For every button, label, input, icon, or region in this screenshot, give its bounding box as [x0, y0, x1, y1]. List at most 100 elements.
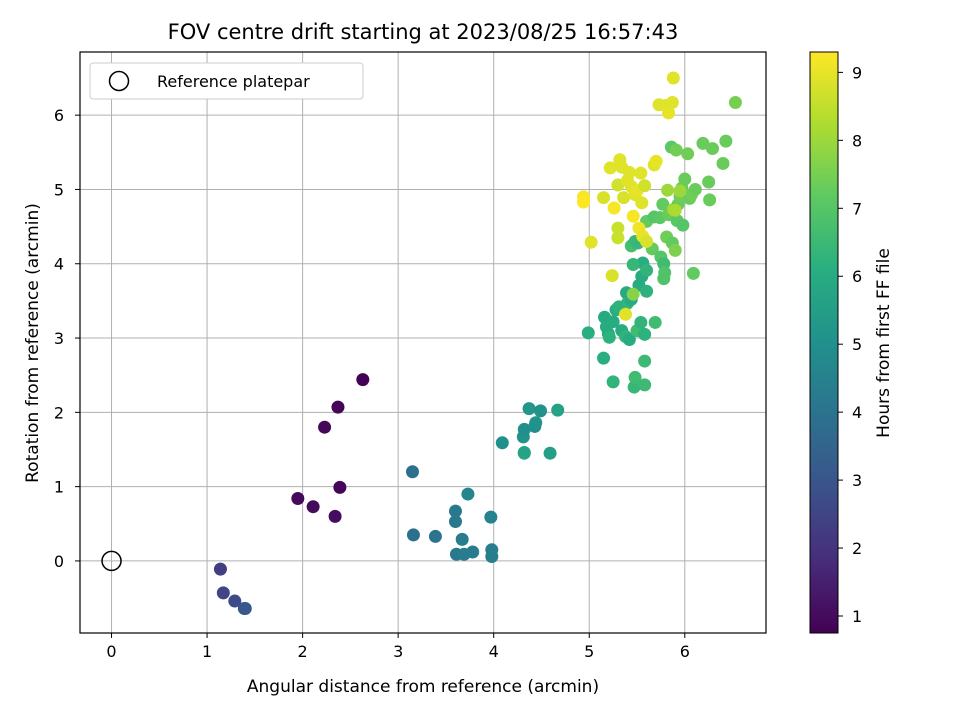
colorbar-tick-label: 3	[852, 471, 862, 490]
colorbar-ticks: 1 2 3 4 5 6 7 8 9	[838, 63, 862, 626]
data-point	[728, 96, 742, 110]
colorbar-tick-label: 8	[852, 131, 862, 150]
colorbar: 1 2 3 4 5 6 7 8 9 Hours from first FF file	[809, 51, 894, 634]
colorbar-tick-label: 4	[852, 403, 862, 422]
y-tick-label: 0	[54, 552, 64, 571]
reference-platepar-marker	[101, 550, 122, 572]
data-point	[495, 436, 509, 450]
colorbar-gradient	[809, 51, 839, 634]
data-point	[529, 416, 543, 430]
data-point	[649, 154, 663, 168]
y-tick-label: 4	[54, 255, 64, 274]
data-point	[517, 446, 531, 460]
data-point	[461, 487, 475, 501]
data-point	[669, 143, 683, 157]
data-point	[716, 156, 730, 170]
data-point	[406, 528, 420, 542]
x-tick-label: 6	[680, 642, 690, 661]
data-point	[517, 422, 531, 436]
legend-box	[89, 62, 364, 100]
y-axis-ticks: 0 1 2 3 4 5 6	[54, 106, 80, 571]
data-point	[705, 142, 719, 156]
x-tick-label: 4	[489, 642, 499, 661]
data-point	[333, 480, 347, 494]
data-point	[605, 269, 619, 283]
data-point	[626, 287, 640, 301]
data-point	[318, 420, 332, 434]
chart-title: FOV centre drift starting at 2023/08/25 …	[168, 20, 679, 44]
data-point	[638, 179, 652, 193]
data-point	[635, 196, 649, 210]
data-point	[216, 586, 230, 600]
x-tick-label: 3	[393, 642, 403, 661]
data-point	[611, 231, 625, 245]
y-axis-label: Rotation from reference (arcmin)	[23, 203, 43, 483]
data-point	[228, 594, 242, 608]
data-point	[719, 134, 733, 148]
data-point	[484, 510, 498, 524]
data-point	[617, 191, 631, 205]
data-point	[522, 402, 536, 416]
data-point	[686, 266, 700, 280]
data-point	[619, 307, 633, 321]
data-point	[607, 201, 621, 215]
data-point	[356, 373, 370, 387]
data-point	[676, 218, 690, 232]
data-point	[681, 147, 695, 161]
data-point	[291, 492, 305, 506]
data-point	[448, 515, 462, 529]
data-point	[648, 315, 662, 329]
data-point	[584, 235, 598, 249]
x-tick-label: 1	[202, 642, 212, 661]
data-point	[626, 209, 640, 223]
grid-lines	[80, 52, 766, 633]
data-point	[611, 221, 625, 235]
data-point	[606, 375, 620, 389]
y-tick-label: 2	[54, 403, 64, 422]
data-point	[666, 71, 680, 85]
data-point	[606, 315, 620, 329]
data-point	[696, 136, 710, 150]
data-point	[661, 183, 675, 197]
data-point	[688, 182, 702, 196]
data-point	[627, 380, 641, 394]
scatter-points	[213, 71, 742, 615]
data-point	[306, 500, 320, 514]
colorbar-tick-label: 9	[852, 63, 862, 82]
y-tick-label: 5	[54, 180, 64, 199]
data-point	[238, 601, 252, 615]
legend-marker	[108, 70, 130, 92]
colorbar-tick-label: 5	[852, 335, 862, 354]
data-point	[703, 193, 717, 207]
colorbar-tick-label: 2	[852, 539, 862, 558]
data-point	[331, 400, 345, 414]
data-point	[626, 257, 640, 271]
data-point	[634, 315, 648, 329]
data-point	[678, 172, 692, 186]
data-point	[597, 351, 611, 365]
data-point	[665, 96, 679, 110]
data-point	[658, 266, 672, 280]
data-point	[702, 175, 716, 189]
x-tick-label: 5	[584, 642, 594, 661]
data-point	[602, 330, 616, 344]
data-point	[638, 354, 652, 368]
data-point	[662, 106, 676, 120]
data-point	[668, 203, 682, 217]
legend-label: Reference platepar	[157, 72, 310, 91]
data-point	[577, 195, 591, 209]
x-axis-ticks: 0 1 2 3 4 5 6	[106, 633, 690, 661]
data-point	[543, 446, 557, 460]
data-point	[581, 326, 595, 340]
data-point	[213, 562, 227, 576]
data-point	[634, 166, 648, 180]
data-point	[448, 504, 462, 518]
data-point	[622, 333, 636, 347]
data-point	[640, 234, 654, 248]
y-tick-label: 6	[54, 106, 64, 125]
data-point	[628, 370, 642, 384]
x-tick-label: 0	[106, 642, 116, 661]
colorbar-tick-label: 7	[852, 199, 862, 218]
data-point	[640, 263, 654, 277]
y-tick-label: 1	[54, 478, 64, 497]
